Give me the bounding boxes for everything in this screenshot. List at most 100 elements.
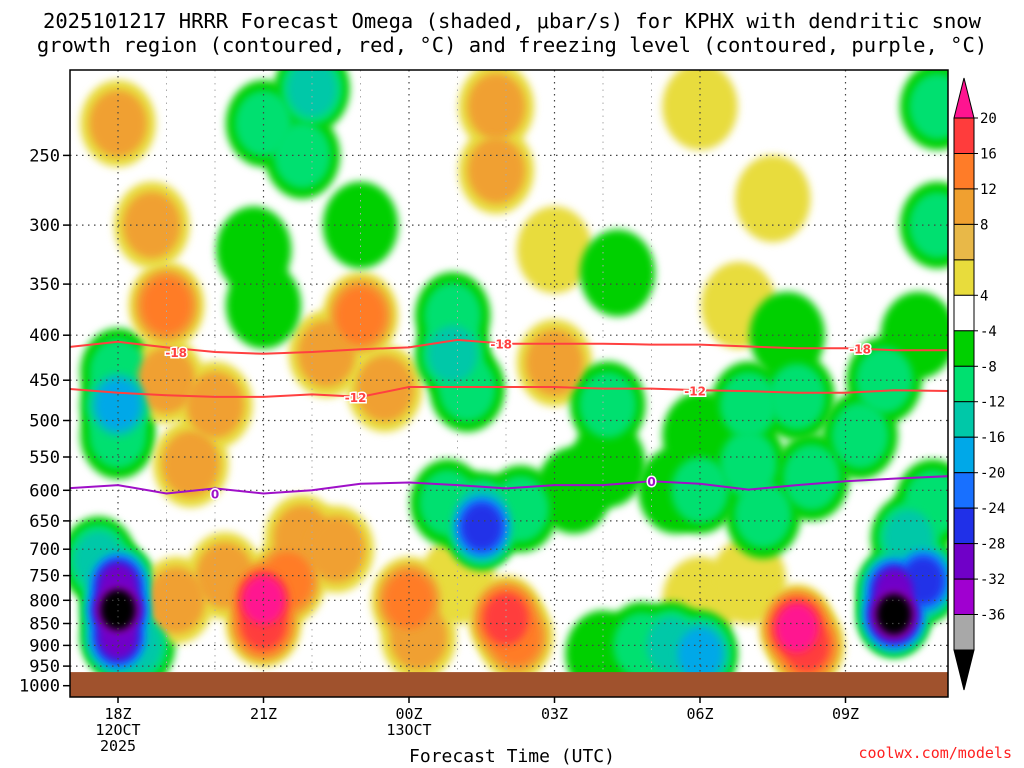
omega-shade-blob xyxy=(322,181,399,269)
colorbar-swatch xyxy=(953,188,975,225)
omega-shade-blob xyxy=(273,122,331,189)
omega-shade-blob xyxy=(735,155,811,243)
omega-shading xyxy=(70,70,948,697)
colorbar-bottom-arrow xyxy=(953,649,975,691)
y-axis: 2503003504004505005506006507007508008509… xyxy=(19,146,70,697)
colorbar-swatch xyxy=(953,578,975,616)
colorbar-label: -32 xyxy=(980,572,1005,588)
contour-label: 0 xyxy=(211,488,219,502)
ground-layer xyxy=(70,672,948,697)
omega-shade-blob xyxy=(579,371,637,438)
x-tick-date: 12OCT xyxy=(95,721,140,739)
omega-shade-blob xyxy=(516,206,593,294)
x-tick-date: 13OCT xyxy=(386,721,431,739)
plot-border xyxy=(69,69,949,698)
contour-label: -18 xyxy=(165,346,187,360)
colorbar-swatch xyxy=(953,153,975,190)
colorbar-label: -28 xyxy=(980,537,1005,553)
x-tick-label: 06Z xyxy=(686,705,713,723)
omega-shade-blob xyxy=(356,355,414,422)
y-tick-label: 750 xyxy=(29,567,60,587)
colorbar-swatch xyxy=(953,117,975,154)
contour-label: 0 xyxy=(647,475,655,489)
y-tick-label: 250 xyxy=(29,146,60,166)
y-tick-label: 550 xyxy=(29,448,60,468)
colorbar-swatch xyxy=(953,365,975,403)
colorbar-label: -4 xyxy=(980,324,997,340)
omega-shade-blob xyxy=(384,571,434,629)
contour-label: -12 xyxy=(684,384,706,398)
site-credit[interactable]: coolwx.com/models xyxy=(858,744,1012,762)
omega-shade-blob xyxy=(95,379,141,431)
omega-shade-blob xyxy=(147,567,205,634)
contour-label: -18 xyxy=(849,342,871,356)
omega-shade-blob xyxy=(525,329,584,396)
y-tick-label: 350 xyxy=(29,275,60,295)
colorbar-swatch xyxy=(953,259,975,296)
colorbar-label: 8 xyxy=(980,217,988,233)
omega-shade-blob xyxy=(287,70,337,118)
contour-line-0 xyxy=(70,475,948,495)
colorbar-label: -24 xyxy=(980,501,1005,517)
colorbar-label: -12 xyxy=(980,395,1005,411)
x-tick-label: 00Z xyxy=(395,705,422,723)
y-tick-label: 600 xyxy=(29,481,60,501)
chart-title-line-1: 2025101217 HRRR Forecast Omega (shaded, … xyxy=(43,9,981,33)
y-tick-label: 700 xyxy=(29,540,60,560)
colorbar-label: 4 xyxy=(980,288,988,304)
x-tick-label: 09Z xyxy=(832,705,859,723)
omega-shade-blob xyxy=(483,593,529,645)
omega-shade-blob xyxy=(335,287,386,344)
y-tick-label: 950 xyxy=(29,657,60,677)
omega-shade-blob xyxy=(782,444,841,511)
contour-label: -18 xyxy=(490,338,512,352)
x-tick-label: 03Z xyxy=(541,705,568,723)
y-tick-label: 400 xyxy=(29,326,60,346)
omega-shade-blob xyxy=(855,347,913,414)
y-tick-label: 500 xyxy=(29,412,60,432)
colorbar-label: 20 xyxy=(980,111,997,127)
x-axis-title: Forecast Time (UTC) xyxy=(409,746,615,767)
omega-shade-blob xyxy=(428,325,478,383)
colorbar-swatch xyxy=(953,223,975,261)
chart-title-line-2: growth region (contoured, red, °C) and f… xyxy=(36,33,988,57)
colorbar-label: -20 xyxy=(980,466,1005,482)
omega-shade-blob xyxy=(89,90,147,157)
colorbar-swatch xyxy=(953,472,975,509)
colorbar: 20 16 12 8 4 -4 -8 -12 -16 -20 -24 -28 -32 -36 xyxy=(953,77,1005,691)
omega-shade-blob xyxy=(186,371,244,438)
y-tick-label: 300 xyxy=(29,216,60,236)
y-tick-label: 650 xyxy=(29,512,60,532)
omega-shade-blob xyxy=(467,137,525,204)
omega-shade-blob xyxy=(123,192,181,259)
omega-shade-blob xyxy=(579,229,656,317)
colorbar-swatch xyxy=(953,330,975,367)
omega-shade-blob xyxy=(467,73,525,140)
omega-shade-blob xyxy=(719,371,778,438)
colorbar-swatch xyxy=(953,543,975,580)
x-tick-year: 2025 xyxy=(100,737,136,755)
contour-label: -12 xyxy=(345,391,367,405)
x-tick-label: 18Z xyxy=(104,705,131,723)
plot-frame xyxy=(69,69,949,698)
y-tick-label: 450 xyxy=(29,371,60,391)
contour-line--18 xyxy=(70,338,948,355)
colorbar-label: -16 xyxy=(980,430,1005,446)
y-tick-label: 1000 xyxy=(19,677,60,697)
omega-shade-blob xyxy=(908,73,948,140)
omega-shade-blob xyxy=(461,503,502,550)
x-tick-label: 21Z xyxy=(250,705,277,723)
omega-shade-blob xyxy=(162,430,220,497)
contour-line--12 xyxy=(70,386,948,398)
omega-shade-blob xyxy=(677,627,723,680)
omega-shade-blob xyxy=(662,70,738,150)
omega-shade-blob xyxy=(768,363,826,430)
y-tick-label: 900 xyxy=(29,636,60,656)
y-tick-label: 800 xyxy=(29,591,60,611)
omega-shade-blob xyxy=(307,516,365,583)
colorbar-swatch xyxy=(953,294,975,332)
omega-shade-blob xyxy=(875,593,913,636)
contour-lines: -18 -18 -18 -12 -12 0 0 xyxy=(70,336,948,503)
